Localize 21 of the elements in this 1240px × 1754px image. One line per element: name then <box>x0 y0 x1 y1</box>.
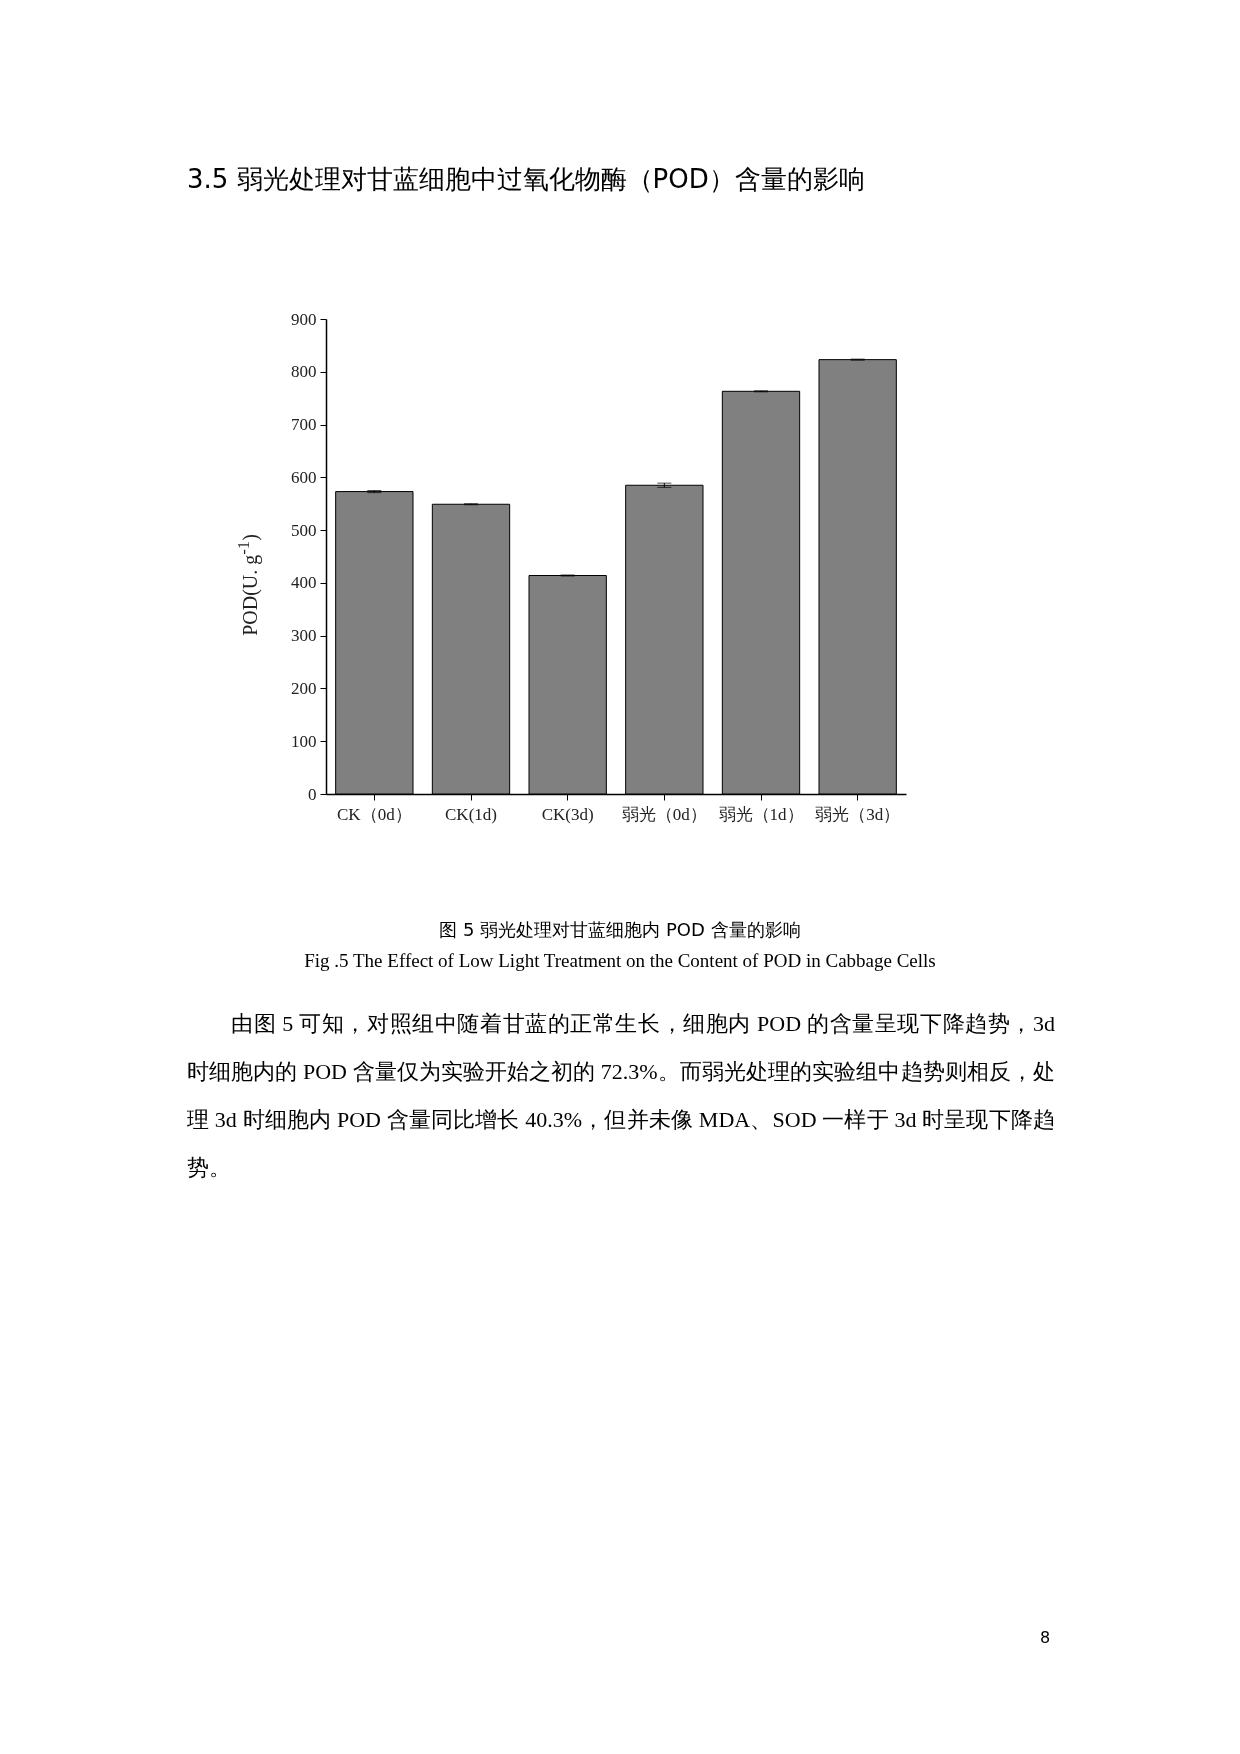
x-tick-label: 弱光（1d） <box>718 804 804 824</box>
x-tick-label: CK(1d) <box>445 804 497 824</box>
caption: 图 5 弱光处理对甘蓝细胞内 POD 含量的影响 <box>438 918 802 942</box>
y-tick-label: 0 <box>308 784 317 804</box>
y-tick-label: 800 <box>291 362 317 382</box>
y-tick-label: 100 <box>291 731 317 751</box>
x-tick-label: 弱光（0d） <box>621 804 707 824</box>
y-tick-label: 400 <box>291 573 317 593</box>
x-tick-label: 弱光（3d） <box>815 804 901 824</box>
chart-title: 3.5 弱光处理对甘蓝细胞中过氧化物酶（POD）含量的影响 <box>187 163 865 196</box>
x-tick-label: CK（0d） <box>337 804 412 824</box>
y-tick-label: 900 <box>291 309 317 329</box>
y-tick-label: 200 <box>291 678 317 698</box>
text: 8 <box>1040 1628 1051 1647</box>
y-tick-label: 600 <box>291 467 317 487</box>
text: 由图 5 可知，对照组中随着甘蓝的正常生长，细胞内 POD 的含量呈现下降趋势，3d 时细胞内的 POD 含量仅为实验开始之初的 72.3%。而弱光处理的实验组中趋势则相反，处理 3d 时细胞内 POD 含量同比增长 40.3%，但并未像 MDA、SOD 一样于 3d 时呈现下降趋势。 <box>187 1010 1055 1182</box>
text: Fig .5 The Effect of Low Light Treatment on the Content of POD in Cabbage Cells <box>303 950 937 972</box>
y-tick-label: 300 <box>291 626 317 646</box>
y-tick-label: 700 <box>291 415 317 435</box>
y-tick-label: 500 <box>291 520 317 540</box>
x-tick-label: CK(3d) <box>541 804 594 824</box>
